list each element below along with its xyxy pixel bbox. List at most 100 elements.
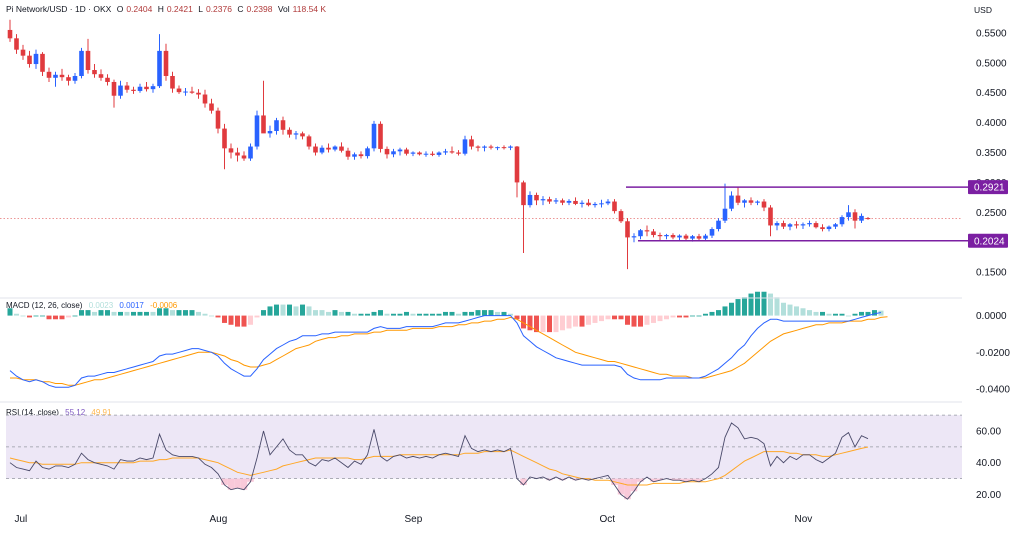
- candle-body: [761, 201, 767, 208]
- close-label: C: [237, 4, 244, 14]
- macd-histogram-bar: [118, 311, 123, 316]
- candle-body: [105, 77, 110, 82]
- macd-histogram-bar: [696, 315, 702, 317]
- open-label: O: [116, 4, 124, 14]
- rsi-oversold-fill: [227, 478, 235, 490]
- macd-histogram-bar: [319, 310, 325, 316]
- macd-histogram-bar: [800, 308, 806, 316]
- macd-histogram-bar: [631, 315, 637, 327]
- macd-histogram-bar: [423, 313, 429, 316]
- candle-body: [384, 148, 390, 155]
- macd-histogram-bar: [33, 315, 39, 317]
- candle-body: [469, 139, 474, 147]
- candle-body: [456, 152, 461, 154]
- macd-histogram-bar: [495, 311, 500, 316]
- macd-histogram-bar: [644, 315, 650, 325]
- candle-body: [150, 86, 156, 90]
- macd-histogram-bar: [839, 313, 845, 316]
- candle-body: [443, 151, 448, 153]
- macd-histogram-bar: [72, 315, 78, 317]
- candle-body: [404, 149, 409, 154]
- macd-histogram-bar: [534, 315, 539, 333]
- rsi-oversold-fill: [559, 478, 566, 481]
- candle-body: [358, 154, 364, 157]
- candle-body: [371, 123, 377, 149]
- price-tick-label: 0.1500: [976, 268, 1007, 279]
- candle-body: [839, 217, 845, 225]
- macd-histogram-bar: [852, 313, 858, 316]
- candle-body: [222, 128, 227, 149]
- candle-body: [592, 203, 598, 206]
- macd-histogram-bar: [280, 304, 286, 316]
- macd-histogram-bar: [553, 315, 559, 333]
- rsi-oversold-fill: [546, 478, 553, 481]
- candle-body: [852, 212, 858, 221]
- macd-histogram-bar: [547, 315, 552, 333]
- candle-body: [391, 151, 396, 155]
- rsi-oversold-fill: [572, 478, 579, 481]
- candle-body: [53, 74, 58, 78]
- macd-histogram-bar: [508, 313, 513, 316]
- macd-histogram-bar: [150, 311, 156, 316]
- macd-histogram-bar: [287, 304, 292, 316]
- macd-histogram-bar: [248, 315, 253, 325]
- price-tick-label: 0.4000: [976, 118, 1007, 129]
- macd-tick-label: -0.0200: [976, 348, 1010, 359]
- candle-body: [287, 129, 292, 135]
- candle-body: [27, 55, 32, 65]
- price-tick-label: 0.5000: [976, 58, 1007, 69]
- candle-body: [40, 53, 45, 72]
- macd-histogram-bar: [358, 313, 364, 316]
- macd-histogram-bar: [378, 310, 383, 316]
- price-tick-label: 0.4500: [976, 88, 1007, 99]
- candle-body: [579, 202, 585, 204]
- candle-body: [508, 146, 513, 148]
- time-axis-label: Sep: [405, 514, 423, 525]
- macd-histogram-bar: [202, 313, 208, 316]
- macd-legend: MACD (12, 26, close) 0.0023 0.0017 -0.00…: [6, 301, 181, 310]
- macd-histogram-bar: [131, 311, 136, 316]
- macd-histogram-bar: [124, 311, 130, 316]
- candle-body: [313, 146, 318, 153]
- macd-histogram-bar: [878, 310, 884, 316]
- time-axis-label: Jul: [15, 514, 28, 525]
- candle-body: [833, 224, 838, 227]
- candle-body: [826, 226, 832, 230]
- candle-body: [631, 236, 637, 238]
- macd-histogram-bar: [274, 304, 279, 316]
- macd-histogram-bar: [664, 315, 669, 320]
- symbol-label: Pi Network/USD · 1D · OKX: [6, 4, 112, 14]
- rsi-band-fill: [6, 415, 962, 479]
- macd-histogram-bar: [521, 315, 526, 329]
- candle-body: [33, 53, 39, 65]
- candle-body: [423, 153, 429, 155]
- candle-body: [228, 148, 234, 153]
- candle-body: [163, 50, 169, 76]
- macd-histogram-bar: [436, 313, 442, 316]
- macd-histogram-bar: [306, 306, 312, 316]
- candle-body: [7, 29, 13, 39]
- macd-histogram-bar: [787, 304, 793, 316]
- low-label: L: [198, 4, 203, 14]
- macd-legend-name: MACD (12, 26, close): [6, 301, 83, 310]
- macd-histogram-bar: [332, 310, 338, 316]
- macd-histogram-bar: [222, 315, 227, 323]
- candle-body: [209, 103, 214, 111]
- macd-histogram-bar: [677, 315, 682, 318]
- macd-histogram-bar: [66, 315, 71, 318]
- candle-body: [566, 200, 572, 203]
- candle-body: [514, 146, 520, 183]
- candle-body: [787, 224, 793, 227]
- candle-body: [72, 75, 78, 81]
- macd-histogram-bar: [657, 315, 663, 322]
- macd-histogram-bar: [813, 311, 819, 316]
- time-axis-label: Nov: [795, 514, 813, 525]
- candle-body: [14, 38, 19, 50]
- rsi-oversold-fill: [695, 478, 703, 482]
- macd-histogram-bar: [20, 315, 26, 317]
- candle-body: [248, 146, 253, 159]
- candle-body: [781, 223, 786, 227]
- macd-histogram-bar: [820, 311, 825, 316]
- candle-body: [417, 152, 422, 155]
